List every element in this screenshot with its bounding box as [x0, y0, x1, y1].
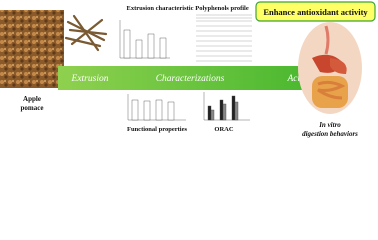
result-title: Enhance antioxidant activity [263, 7, 368, 17]
mini-chart [127, 94, 186, 121]
digestive-image [298, 22, 362, 114]
stage-label: Characterizations [156, 74, 225, 84]
stage-label: Extrusion [71, 74, 109, 84]
result-label: In vitro [318, 121, 341, 129]
mini-table [196, 14, 252, 62]
mini-chart [203, 92, 250, 121]
source-label: Apple [23, 95, 41, 103]
mini-chart [119, 20, 170, 59]
graphical-abstract: Extrusion Characterizations Activity Ext… [0, 1, 376, 138]
result-box [255, 1, 376, 22]
result-label: digestion behaviors [302, 130, 358, 138]
panel-title: Functional properties [127, 126, 187, 133]
panel-title: ORAC [214, 126, 233, 133]
pomace-image [0, 10, 64, 88]
process-arrow [58, 58, 350, 98]
source-label: pomace [21, 104, 44, 112]
panel-title: Extrusion characteristic [127, 5, 194, 12]
extrudate-image [64, 14, 108, 52]
panel-title: Polyphenols profile [195, 5, 249, 12]
